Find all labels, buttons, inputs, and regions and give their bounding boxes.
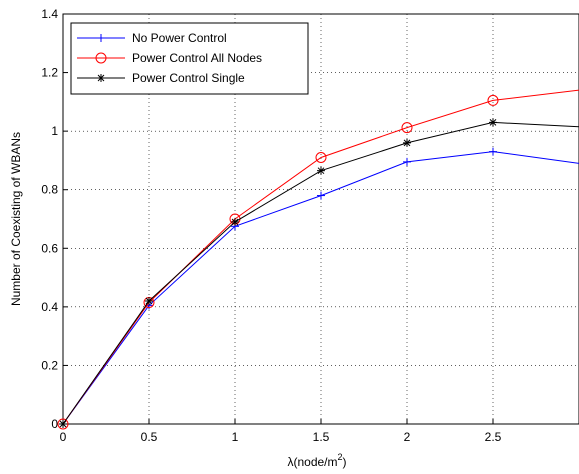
x-axis-label-suffix: ): [343, 455, 347, 469]
y-tick-label: 0.8: [41, 183, 58, 197]
x-tick-label: 1.5: [313, 430, 330, 444]
y-tick-label: 0.2: [41, 358, 58, 372]
data-point: [59, 420, 67, 428]
data-point: [403, 157, 411, 166]
y-tick-label: 1.4: [41, 7, 58, 21]
y-axis-label: Number of Coexisting of WBANs: [9, 132, 23, 306]
x-tick-label: 0.5: [141, 430, 158, 444]
legend-entry: Power Control Single: [77, 71, 245, 85]
legend: No Power Control Power Control All Nodes P…: [70, 22, 309, 95]
data-point: [487, 94, 499, 106]
x-axis-label: λ(node/m2): [287, 452, 346, 469]
data-point: [403, 138, 411, 147]
legend-marker: [97, 34, 105, 42]
x-axis-label-main: λ(node/m: [287, 455, 337, 469]
y-tick-label: 0.6: [41, 241, 58, 255]
series-2: [57, 89, 579, 430]
data-point: [317, 191, 325, 200]
data-point: [489, 147, 497, 156]
y-tick-label: 0.4: [41, 300, 58, 314]
legend-entry: Power Control All Nodes: [77, 51, 262, 65]
y-tick-label: 0: [51, 417, 58, 431]
data-point: [489, 118, 497, 127]
x-axis-label-sup: 2: [338, 452, 343, 462]
legend-entry: No Power Control: [77, 31, 227, 45]
legend-label: No Power Control: [132, 31, 227, 45]
legend-marker: [95, 52, 107, 64]
data-point: [231, 217, 239, 226]
x-tick-label: 2.5: [485, 430, 502, 444]
data-point: [317, 166, 325, 175]
series-lines: [57, 89, 579, 430]
legend-label: Power Control All Nodes: [132, 51, 262, 65]
x-tick-label: 2: [404, 430, 411, 444]
series-line: [62, 89, 579, 425]
y-tick-label: 1.2: [41, 66, 58, 80]
x-axis-ticks: 0 0.5 1 1.5 2 2.5: [60, 419, 502, 444]
y-axis-ticks: 0 0.2 0.4 0.6 0.8 1 1.2 1.4: [41, 7, 68, 431]
legend-marker: [97, 74, 105, 82]
x-tick-label: 0: [60, 430, 67, 444]
x-tick-label: 1: [232, 430, 239, 444]
y-tick-label: 1: [51, 124, 58, 138]
data-point: [315, 152, 327, 163]
data-point: [145, 297, 153, 305]
legend-label: Power Control Single: [132, 71, 245, 85]
series-3: [59, 118, 579, 428]
data-point: [401, 122, 413, 134]
data-point: [57, 418, 69, 430]
